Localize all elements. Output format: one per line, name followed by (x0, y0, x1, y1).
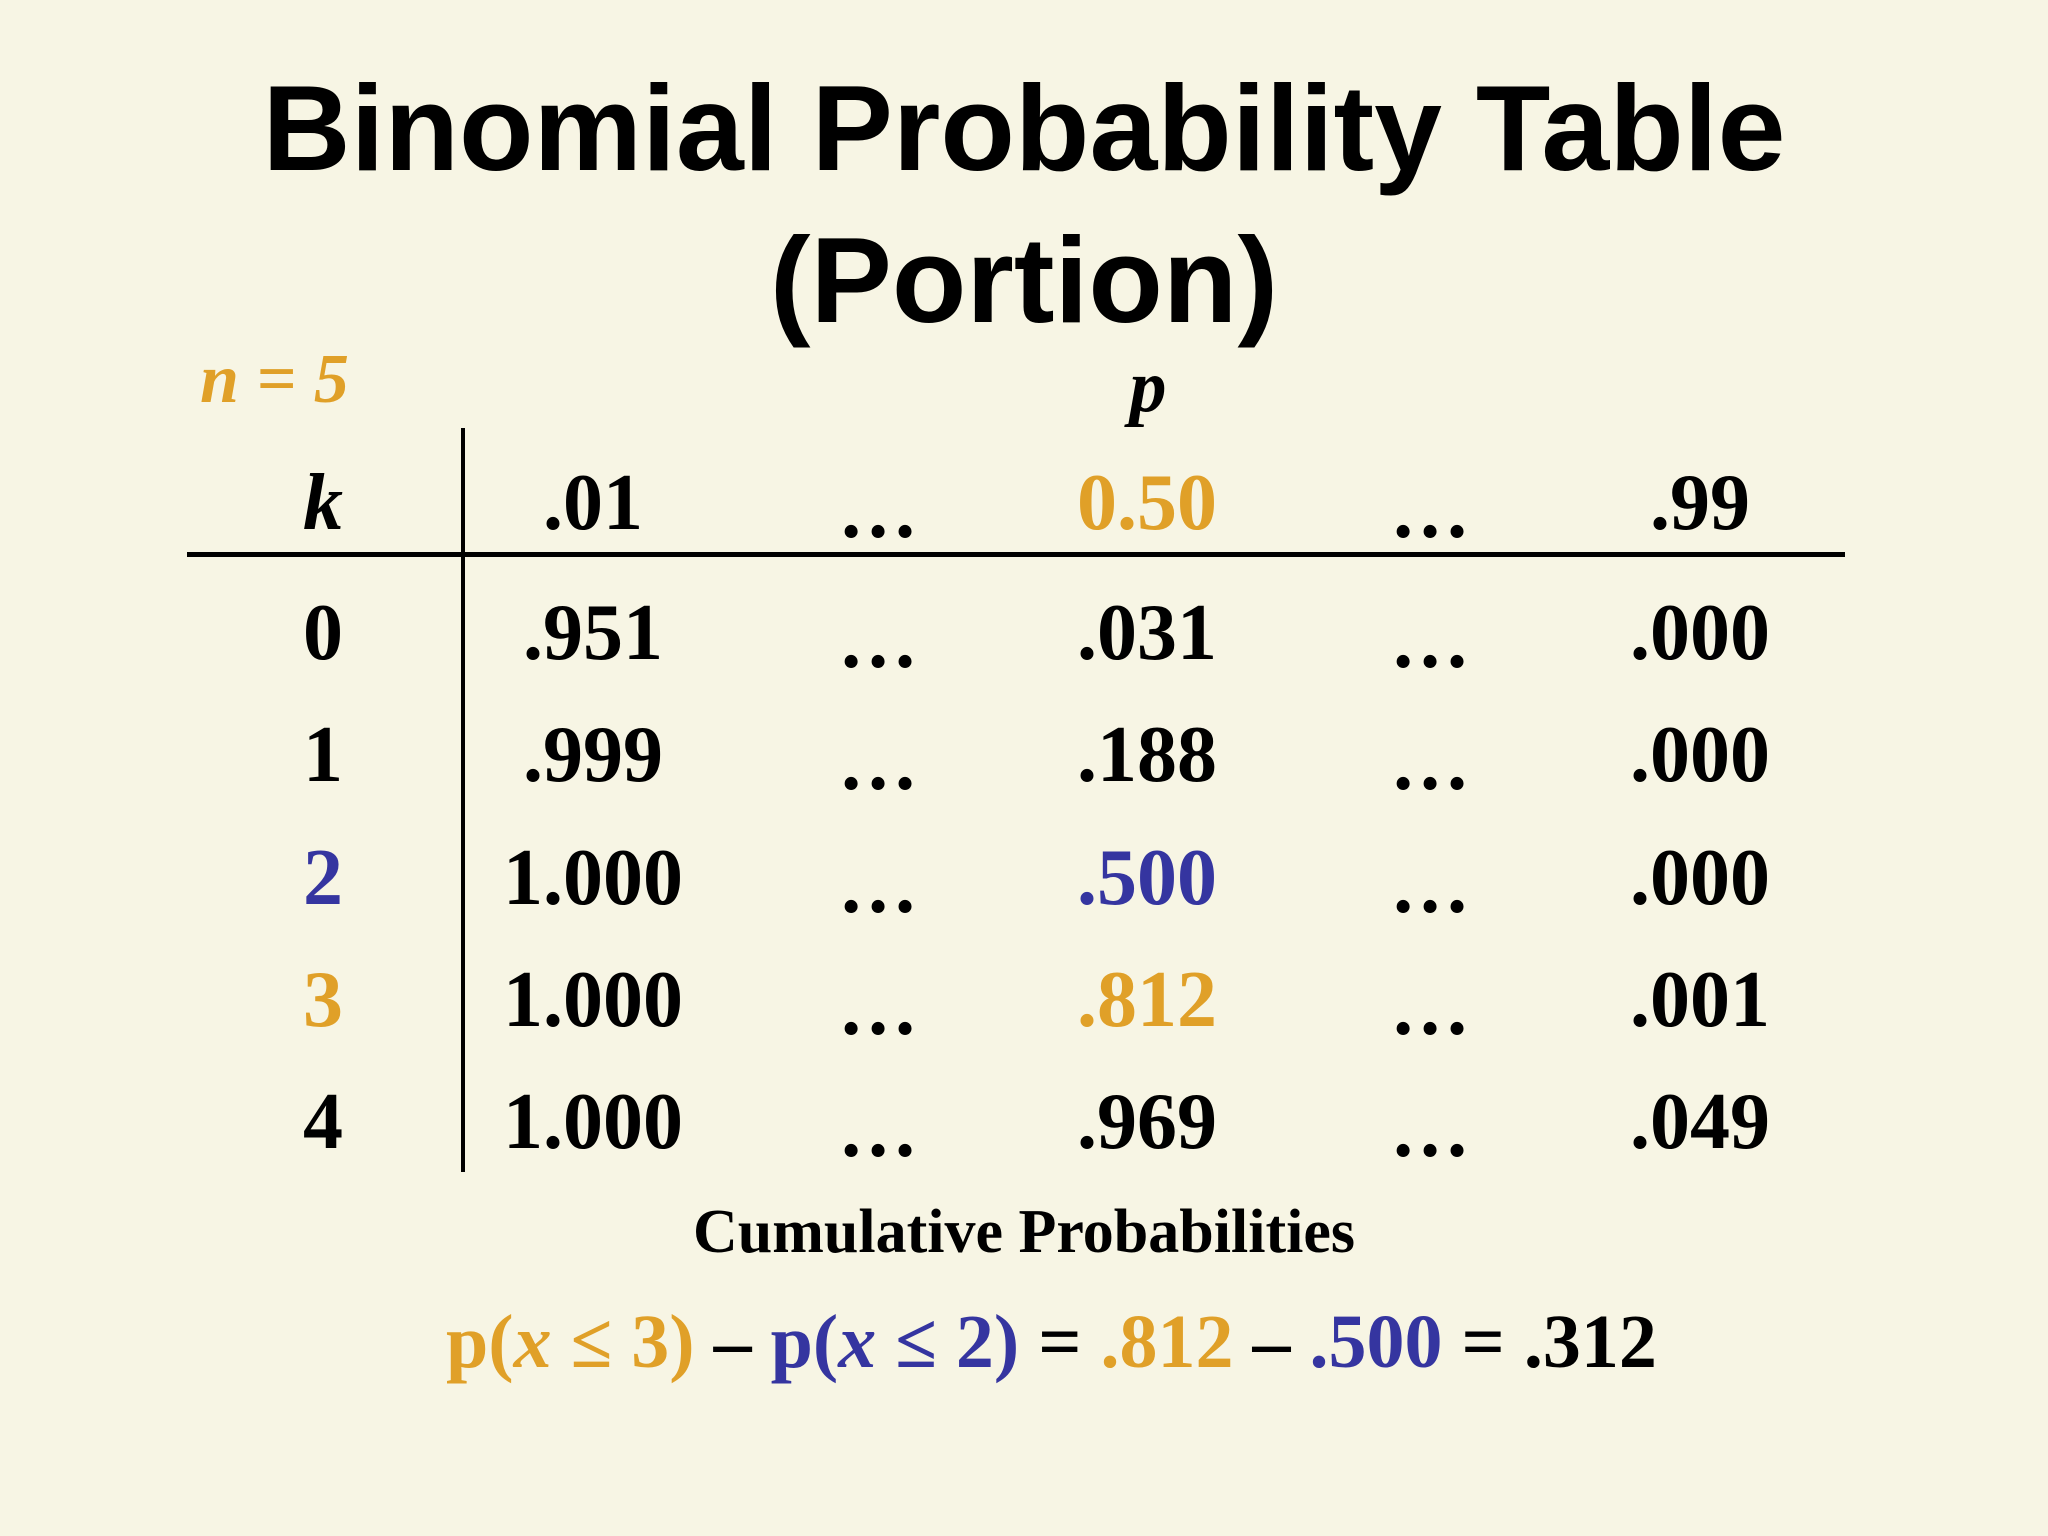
formula-term-2: p(x ≤ 2) (770, 1300, 1020, 1384)
n-value-label: n = 5 (200, 341, 349, 418)
formula-value-812: .812 (1100, 1300, 1234, 1384)
formula-minus-2: – (1233, 1300, 1310, 1384)
formula-minus-1: – (694, 1300, 771, 1384)
table-horizontal-rule (187, 552, 1845, 557)
p-axis-label-text: p (1129, 346, 1167, 428)
slide-title-line-1: Binomial Probability Table (262, 60, 1786, 196)
cumulative-caption: Cumulative Probabilities (693, 1198, 1355, 1266)
formula-result: = .312 (1442, 1300, 1657, 1384)
formula-equals-1: = (1019, 1300, 1101, 1384)
formula-term-1: p(x ≤ 3) (446, 1300, 695, 1384)
probability-formula: p(x ≤ 3) – p(x ≤ 2) = .812 – .500 = .312 (446, 1298, 1657, 1386)
table-vertical-rule (461, 428, 465, 1172)
slide-title-line-2: (Portion) (769, 212, 1279, 348)
formula-value-500: .500 (1309, 1300, 1443, 1384)
